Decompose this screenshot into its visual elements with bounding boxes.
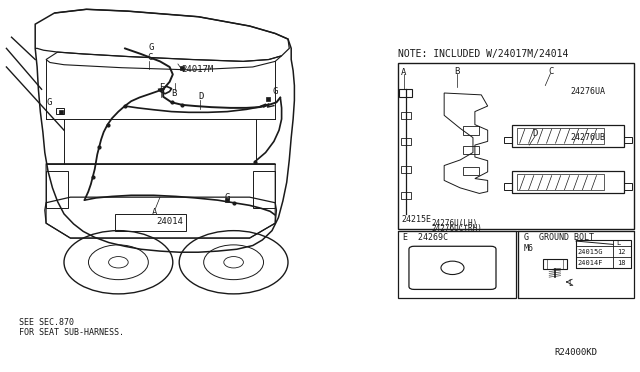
Bar bbox=[463, 167, 479, 175]
Bar bbox=[504, 137, 512, 143]
Text: D: D bbox=[532, 129, 538, 138]
Text: 24276UB: 24276UB bbox=[571, 133, 606, 142]
Text: G  GROUND BOLT: G GROUND BOLT bbox=[524, 233, 593, 242]
Bar bbox=[398, 231, 516, 298]
Text: M6: M6 bbox=[524, 244, 534, 253]
Text: B: B bbox=[172, 89, 177, 98]
Text: G: G bbox=[273, 87, 278, 96]
Text: 24014: 24014 bbox=[157, 217, 184, 226]
Bar bbox=[543, 259, 567, 269]
Text: 18: 18 bbox=[617, 260, 625, 266]
Text: B: B bbox=[454, 67, 460, 76]
Bar bbox=[401, 112, 411, 119]
Text: G: G bbox=[148, 43, 154, 52]
Text: 24276U(LH): 24276U(LH) bbox=[431, 219, 477, 228]
Text: L: L bbox=[616, 240, 621, 246]
Text: L: L bbox=[568, 279, 573, 288]
Text: 12: 12 bbox=[617, 249, 625, 255]
Text: 24015G: 24015G bbox=[577, 249, 603, 255]
Bar bbox=[517, 128, 604, 144]
Bar bbox=[576, 240, 631, 268]
Text: G: G bbox=[225, 193, 230, 202]
Text: G: G bbox=[46, 98, 51, 107]
Text: 24017M: 24017M bbox=[181, 65, 213, 74]
Text: D: D bbox=[198, 92, 204, 101]
Bar bbox=[401, 138, 411, 145]
Bar bbox=[518, 231, 634, 298]
Text: C: C bbox=[147, 53, 152, 62]
Bar bbox=[399, 89, 412, 97]
Text: A: A bbox=[401, 68, 406, 77]
Text: 24276UA: 24276UA bbox=[571, 87, 606, 96]
Text: NOTE: INCLUDED W/24017M/24014: NOTE: INCLUDED W/24017M/24014 bbox=[398, 49, 568, 59]
Text: 24276UC(RH): 24276UC(RH) bbox=[431, 224, 482, 232]
Text: A: A bbox=[152, 208, 157, 217]
Bar bbox=[504, 183, 512, 190]
Bar bbox=[624, 183, 632, 190]
Bar bbox=[463, 126, 479, 135]
Bar bbox=[398, 63, 634, 229]
Text: 24215E: 24215E bbox=[401, 215, 431, 224]
Text: C: C bbox=[548, 67, 554, 76]
Bar bbox=[463, 146, 479, 154]
Bar bbox=[547, 259, 563, 269]
Text: E  24269C: E 24269C bbox=[403, 233, 448, 242]
Bar bbox=[512, 125, 624, 147]
Bar bbox=[115, 214, 186, 231]
Text: E: E bbox=[159, 83, 164, 92]
Bar bbox=[517, 174, 604, 190]
Text: 24014F: 24014F bbox=[577, 260, 603, 266]
Bar bbox=[46, 171, 68, 208]
Text: SEE SEC.870
FOR SEAT SUB-HARNESS.: SEE SEC.870 FOR SEAT SUB-HARNESS. bbox=[19, 318, 124, 337]
Bar bbox=[253, 171, 275, 208]
Text: R24000KD: R24000KD bbox=[554, 348, 598, 357]
Bar bbox=[512, 171, 624, 193]
Bar bbox=[624, 137, 632, 143]
Bar bbox=[56, 108, 64, 114]
Bar bbox=[401, 192, 411, 199]
Bar bbox=[401, 166, 411, 173]
